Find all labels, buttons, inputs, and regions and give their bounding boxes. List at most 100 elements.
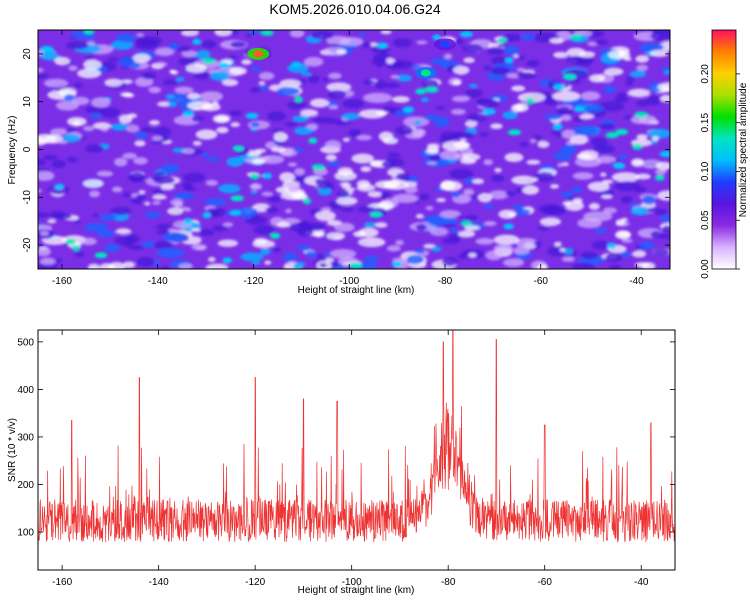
heatmap-speck (329, 249, 357, 259)
heatmap-speck (363, 222, 378, 228)
heatmap-x-ticks: -160 -140 -120 -100 -80 -60 -40 (52, 30, 644, 287)
heatmap-speck (625, 76, 636, 82)
heatmap-speck (138, 190, 146, 194)
heatmap-speck (160, 183, 175, 191)
heatmap-speck-bright (71, 245, 81, 252)
snr-y-ticks: 100 200 300 400 500 (17, 337, 675, 538)
heatmap-speck (67, 117, 87, 127)
heatmap-speck (594, 39, 609, 45)
heatmap-speck (227, 55, 238, 60)
heatmap-speck (458, 254, 465, 260)
heatmap-speck (115, 228, 132, 235)
heatmap-speck (603, 85, 617, 94)
heatmap-speck (367, 191, 383, 198)
heatmap-speck (267, 111, 286, 122)
heatmap-speck (618, 154, 627, 160)
heatmap-y-axis-label: Frequency (Hz) (7, 116, 18, 185)
heatmap-speck (590, 137, 609, 146)
heatmap-speck (170, 70, 179, 75)
heatmap-speck (341, 182, 352, 189)
heatmap-speck (404, 185, 418, 194)
heatmap-speck (340, 206, 354, 212)
heatmap-speck-bright (302, 198, 312, 205)
heatmap-speck (342, 137, 350, 142)
heatmap-speck (40, 52, 61, 61)
heatmap-speck (564, 83, 570, 88)
heatmap-speck-bright (65, 238, 76, 245)
heatmap-speck (337, 189, 350, 198)
heatmap-speck-bright (424, 86, 439, 93)
colorbar-bar (711, 29, 737, 270)
heatmap-speck (621, 238, 633, 243)
heatmap-speck (230, 122, 240, 128)
heatmap-speck (472, 178, 484, 185)
heatmap-speck (328, 104, 339, 110)
heatmap-speck (493, 243, 514, 254)
heatmap-speck (327, 161, 341, 167)
heatmap-speck (578, 51, 596, 58)
heatmap-speck (104, 244, 120, 253)
x-tick-label: -100 (342, 577, 362, 588)
heatmap-speck (630, 70, 647, 78)
heatmap-speck (363, 79, 375, 85)
heatmap-speck (580, 251, 598, 260)
heatmap-speck (293, 264, 303, 269)
heatmap-speck (294, 126, 313, 135)
heatmap-speck (632, 160, 644, 165)
heatmap-speck (659, 233, 670, 239)
heatmap-speck (126, 234, 140, 244)
heatmap-speck (425, 148, 439, 155)
heatmap-speck (136, 33, 144, 37)
heatmap-speck (293, 147, 304, 153)
heatmap-speck (39, 230, 49, 237)
heatmap-speck (157, 101, 172, 107)
heatmap-speck (250, 190, 258, 195)
colorbar-tick-label: 0.15 (700, 113, 711, 133)
heatmap-speck (623, 56, 632, 62)
heatmap-speck (417, 129, 425, 134)
heatmap-speck (71, 96, 90, 106)
heatmap-speck (287, 100, 307, 110)
heatmap-speck (385, 57, 396, 65)
x-tick-label: -140 (148, 276, 168, 287)
heatmap-speck (152, 200, 161, 205)
heatmap-speck (155, 223, 172, 230)
heatmap-speck (600, 172, 607, 177)
heatmap-speck (289, 30, 305, 38)
heatmap-speck-bright (375, 42, 389, 49)
heatmap-speck (497, 43, 508, 48)
heatmap-speck (657, 190, 670, 201)
heatmap-speck (631, 115, 648, 125)
heatmap-speck (477, 99, 500, 108)
heatmap-speck (279, 79, 302, 89)
heatmap-speck (469, 84, 478, 88)
heatmap-speck-bright (202, 57, 216, 64)
heatmap-speck (452, 79, 462, 86)
heatmap-speck (659, 215, 670, 223)
heatmap-speck (357, 237, 386, 248)
heatmap-speck-bright (507, 129, 522, 136)
heatmap-speck (96, 230, 116, 238)
heatmap-speck (195, 50, 211, 60)
heatmap-speck (390, 74, 399, 79)
heatmap-speck (371, 57, 387, 66)
heatmap-speck (148, 86, 162, 94)
heatmap-speck-bright (54, 183, 64, 190)
heatmap-speck (519, 33, 536, 40)
snr-x-axis-label: Height of straight line (km) (298, 585, 415, 596)
heatmap-speck (436, 198, 447, 203)
heatmap-speck (181, 50, 199, 58)
heatmap-speck (654, 169, 667, 175)
heatmap-speck (251, 260, 261, 265)
heatmap-speck (443, 53, 453, 60)
heatmap-speck (516, 72, 537, 79)
heatmap-speck (307, 74, 320, 84)
heatmap-speck-bright (94, 252, 108, 259)
heatmap-speck (303, 57, 324, 67)
heatmap-speck (129, 244, 145, 251)
heatmap-speck (96, 170, 114, 177)
heatmap-speck (276, 221, 290, 228)
heatmap-speck (250, 121, 260, 128)
heatmap-speck (167, 207, 184, 216)
heatmap-speck (43, 78, 69, 88)
